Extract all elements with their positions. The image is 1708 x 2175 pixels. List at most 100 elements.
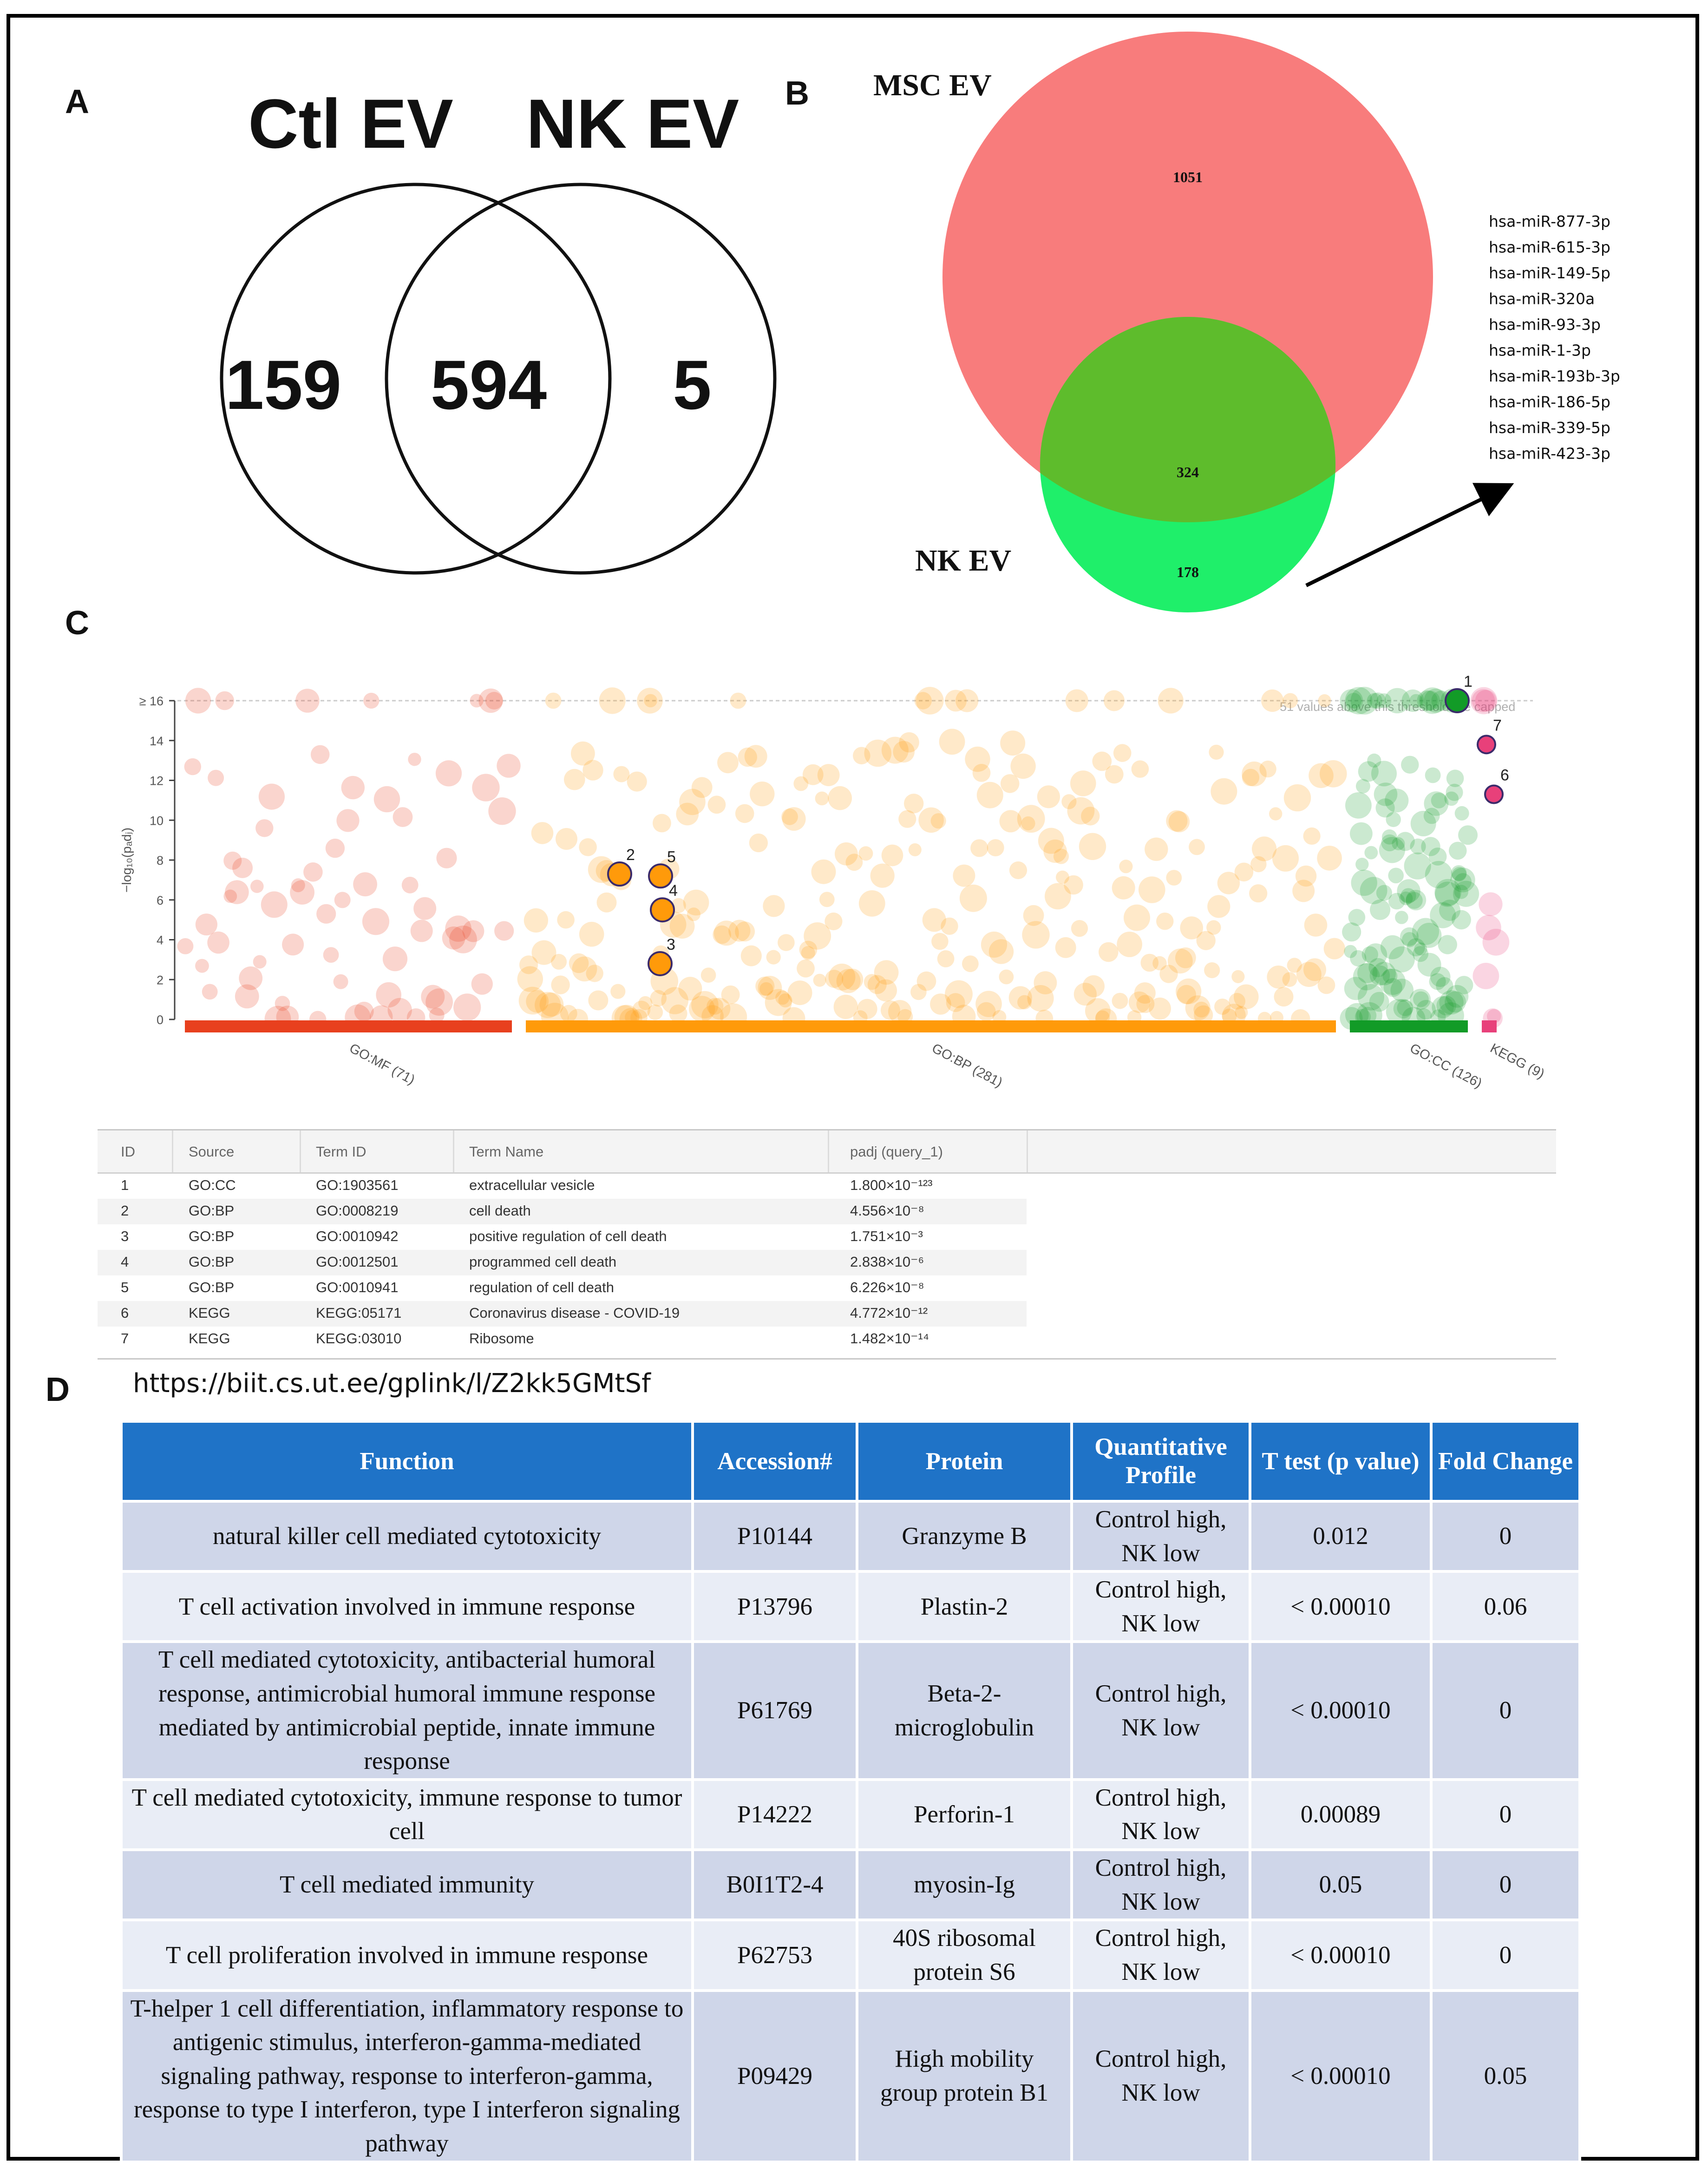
cell-term-name: extracellular vesicle (469, 1177, 595, 1193)
term-point (453, 993, 481, 1021)
term-point (436, 848, 457, 868)
header-t-test: T test (p value) (1249, 1420, 1433, 1503)
highlighted-point[interactable] (607, 861, 632, 887)
term-point (1196, 931, 1216, 951)
cell-id: 2 (121, 1202, 129, 1219)
term-point (1309, 763, 1334, 789)
cell-id: 1 (121, 1177, 129, 1193)
term-point (1425, 767, 1441, 783)
highlighted-point[interactable] (1477, 735, 1496, 755)
term-point (1211, 778, 1237, 805)
terms-table-row[interactable]: 1 GO:CC GO:1903561 extracellular vesicle 1.8… (98, 1173, 1027, 1199)
cell-term-id: GO:0010942 (316, 1228, 399, 1244)
terms-table-row[interactable]: 3 GO:BP GO:0010942 positive regulation of c… (98, 1224, 1027, 1250)
term-point (888, 1000, 912, 1024)
y-axis-ticks: 0 2 4 6 8 10 12 14 ≥ 16 (139, 694, 175, 1027)
term-point (781, 808, 798, 825)
term-point (1416, 1000, 1436, 1019)
point-id-label: 2 (626, 846, 635, 864)
term-point (1344, 945, 1357, 958)
term-point (1345, 687, 1373, 715)
term-point (1390, 979, 1414, 1002)
term-point (291, 878, 305, 893)
highlighted-point[interactable] (648, 951, 673, 976)
cell-id: 3 (121, 1228, 129, 1244)
term-point (1361, 946, 1378, 963)
term-point (1304, 913, 1328, 937)
highlighted-point[interactable] (1484, 784, 1504, 804)
terms-table-row[interactable]: 6 KEGG KEGG:05171 Coronavirus disease - COV… (98, 1301, 1027, 1327)
cell-fold-change: 0 (1430, 1848, 1581, 1922)
header-term-id: Term ID (316, 1143, 366, 1160)
term-point (421, 985, 445, 1009)
term-point (261, 891, 288, 918)
term-point (1185, 995, 1211, 1021)
mirna-label: hsa-miR-320a (1489, 290, 1595, 308)
point-id-label: 5 (667, 848, 676, 866)
term-point (755, 976, 775, 996)
cell-padj: 2.838×10⁻⁶ (850, 1254, 924, 1270)
term-point (945, 690, 967, 712)
term-point (1292, 880, 1315, 902)
term-point (551, 953, 567, 970)
venn-diagram-msc-nk: MSC EV NK EV 1051 324 178 hsa-miR-877-3p… (873, 32, 1620, 612)
term-point (524, 908, 548, 933)
term-point (1438, 935, 1457, 954)
term-point (1412, 918, 1440, 945)
term-point (1429, 973, 1446, 990)
term-point (1409, 989, 1431, 1010)
term-point (1166, 870, 1182, 886)
term-point (195, 913, 217, 936)
term-point (1092, 751, 1112, 771)
term-point (1317, 976, 1335, 994)
term-point (551, 975, 570, 994)
cell-source: GO:BP (189, 1254, 235, 1270)
term-point (1303, 958, 1326, 981)
function-table-header-row: Function Accession# Protein Quantitative… (120, 1420, 1581, 1503)
term-point (864, 739, 892, 767)
highlighted-point[interactable] (648, 863, 673, 889)
term-point (1400, 888, 1416, 904)
y-tick-label: 14 (150, 734, 164, 748)
highlighted-point[interactable] (650, 897, 675, 923)
term-point (775, 991, 790, 1005)
cell-term-id: GO:0012501 (316, 1254, 399, 1270)
cell-profile: Control high, NK low (1070, 1778, 1251, 1852)
cell-function: T cell activation involved in immune res… (120, 1570, 694, 1643)
source-bar (1482, 1020, 1497, 1032)
protein-function-table: Function Accession# Protein Quantitative… (120, 1420, 1581, 2163)
gplink-url[interactable]: https://biit.cs.ut.ee/gplink/l/Z2kk5GMtS… (133, 1368, 651, 1399)
terms-table-row[interactable]: 5 GO:BP GO:0010941 regulation of cell death… (98, 1275, 1027, 1301)
term-point (1175, 947, 1196, 968)
term-point (713, 920, 739, 946)
mirna-arrow (1305, 483, 1514, 587)
term-point (1350, 822, 1373, 845)
term-point (1249, 884, 1268, 903)
term-point (1043, 839, 1067, 863)
term-point (870, 863, 895, 888)
term-point (556, 828, 577, 850)
cell-p-value: 0.012 (1249, 1499, 1433, 1573)
venn-circle-nk (385, 183, 777, 575)
term-point (853, 747, 870, 765)
term-point (910, 984, 927, 1000)
venn-a-right-only-count: 5 (673, 346, 711, 424)
terms-table-row[interactable]: 2 GO:BP GO:0008219 cell death 4.556×10⁻⁸ (98, 1199, 1027, 1224)
terms-table-row[interactable]: 4 GO:BP GO:0012501 programmed cell death 2.8… (98, 1250, 1027, 1275)
highlighted-point[interactable] (1445, 688, 1470, 713)
term-point (1112, 876, 1135, 900)
term-point (1401, 689, 1424, 712)
term-point (1073, 983, 1097, 1006)
term-point (1416, 1008, 1432, 1024)
term-point (1139, 876, 1165, 903)
cell-profile: Control high, NK low (1070, 1570, 1251, 1643)
term-point (1008, 986, 1032, 1010)
term-point (637, 688, 663, 714)
cell-source: GO:BP (189, 1279, 235, 1295)
terms-table-row[interactable]: 7 KEGG KEGG:03010 Ribosome 1.482×10⁻¹⁴ (98, 1327, 1027, 1352)
term-point (1410, 838, 1426, 854)
term-point (1034, 971, 1057, 995)
cell-protein: myosin-Ig (856, 1848, 1073, 1922)
term-point (955, 689, 979, 712)
term-point (987, 839, 1004, 856)
